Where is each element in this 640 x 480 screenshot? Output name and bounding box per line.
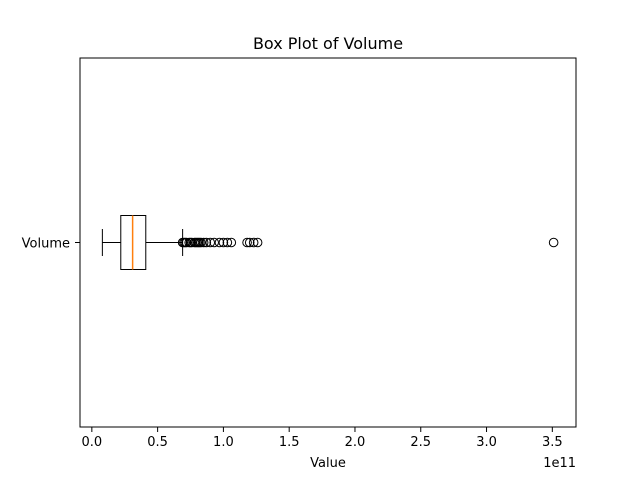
- outlier-point: [214, 237, 225, 248]
- outlier-point: [196, 237, 206, 248]
- outlier-point: [218, 237, 229, 248]
- outlier-point: [548, 237, 559, 248]
- x-tick-label: 2.0: [345, 435, 366, 450]
- y-axis: Volume: [22, 237, 80, 252]
- x-tick-label: 0.5: [147, 435, 168, 450]
- outlier-point: [226, 237, 237, 248]
- x-tick-label: 0.0: [81, 435, 102, 450]
- x-axis-scale-factor: 1e11: [543, 456, 576, 471]
- outlier-point: [248, 237, 259, 248]
- x-axis-label: Value: [310, 456, 346, 471]
- outlier-point: [252, 237, 263, 248]
- x-tick-label: 1.5: [279, 435, 300, 450]
- chart-title: Box Plot of Volume: [253, 34, 403, 53]
- outlier-point: [244, 237, 255, 248]
- outlier-point: [209, 237, 219, 248]
- plot-area: [101, 215, 559, 270]
- outlier-point: [187, 237, 197, 248]
- outlier-point: [242, 237, 252, 248]
- outlier-point: [181, 237, 192, 248]
- outlier-point: [201, 237, 212, 248]
- x-tick-label: 3.5: [542, 435, 563, 450]
- outlier-point: [205, 237, 216, 248]
- x-tick-label: 2.5: [410, 435, 431, 450]
- x-tick-label: 1.0: [213, 435, 234, 450]
- x-tick-label: 3.0: [476, 435, 497, 450]
- outlier-point: [198, 237, 209, 248]
- y-tick-label: Volume: [22, 237, 70, 252]
- x-axis: 0.0 0.5 1.0 1.5 2.0 2.5 3.0 3.5: [81, 427, 563, 450]
- outlier-point: [222, 237, 233, 248]
